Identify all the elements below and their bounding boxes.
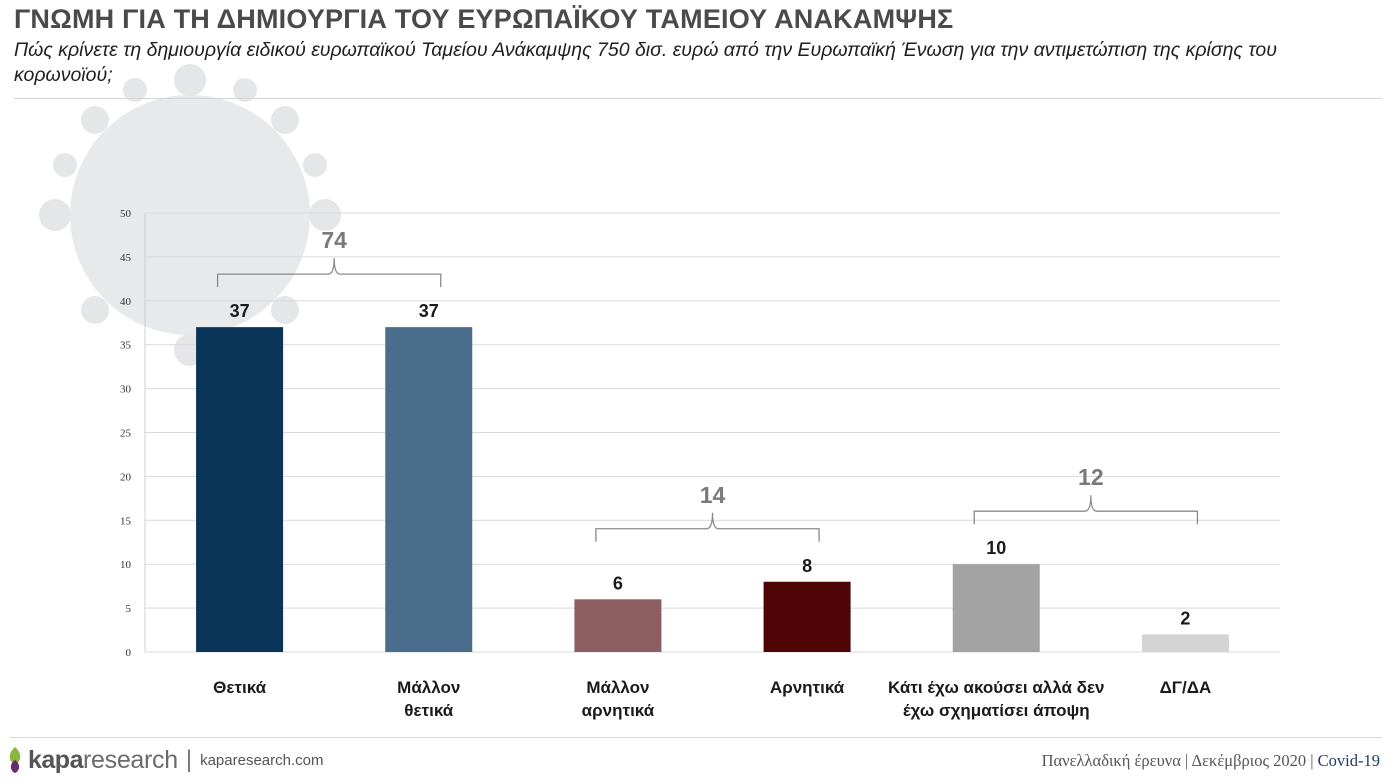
page-subtitle: Πώς κρίνετε τη δημιουργία ειδικού ευρωπα… — [14, 39, 1277, 86]
bar — [574, 599, 662, 652]
category-label: Θετικά — [213, 678, 267, 697]
category-label: Κάτι έχω ακούσει αλλά δεν — [888, 678, 1105, 697]
data-label: 37 — [230, 301, 250, 321]
group-total-label: 74 — [321, 227, 347, 253]
data-label: 8 — [802, 556, 812, 576]
y-tick-label: 20 — [120, 471, 132, 483]
y-tick-label: 0 — [126, 647, 132, 659]
bar — [196, 327, 284, 652]
bar — [1141, 634, 1229, 652]
logo-separator: | — [185, 746, 193, 773]
page-title: ΓΝΩΜΗ ΓΙΑ ΤΗ ΔΗΜΙΟΥΡΓΙΑ ΤΟΥ ΕΥΡΩΠΑΪΚΟΥ Τ… — [14, 4, 954, 34]
bars — [196, 327, 1229, 652]
category-label: αρνητικά — [582, 701, 655, 720]
group-total-label: 12 — [1078, 464, 1104, 490]
group-bracket — [595, 512, 820, 542]
logo-brand-bold: kapa — [28, 745, 83, 774]
y-axis: 0 5 10 15 20 25 30 35 40 45 50 — [120, 208, 146, 659]
y-tick-label: 15 — [120, 515, 132, 527]
category-label: Αρνητικά — [770, 678, 845, 697]
group-total-label: 14 — [700, 482, 726, 508]
y-tick-label: 50 — [120, 208, 132, 220]
category-label: έχω σχηματίσει άποψη — [903, 701, 1090, 720]
y-tick-label: 40 — [120, 296, 132, 308]
category-label: Μάλλον — [397, 678, 460, 697]
y-tick-label: 10 — [120, 559, 132, 571]
group-bracket — [973, 495, 1199, 525]
bar-chart: 0 5 10 15 20 25 30 35 40 45 50 37 37 6 8 10 2 Θετικά Μάλ… — [120, 208, 1280, 720]
category-label: ΔΓ/ΔΑ — [1160, 678, 1212, 697]
grid-lines — [145, 212, 1280, 653]
data-label: 37 — [419, 301, 439, 321]
y-tick-label: 30 — [120, 384, 132, 396]
data-label: 6 — [613, 573, 623, 593]
logo-brand-light: research — [82, 745, 178, 774]
kapa-research-logo[interactable]: kapa research | kaparesearch.com — [6, 745, 324, 775]
data-label: 2 — [1180, 608, 1190, 628]
bar — [763, 581, 851, 652]
survey-description: Πανελλαδική έρευνα | Δεκέμβριος 2020 | — [1041, 751, 1318, 770]
footer-divider — [10, 737, 1382, 738]
bar — [385, 327, 473, 652]
category-label: θετικά — [404, 701, 453, 720]
website-link[interactable]: kaparesearch.com — [200, 751, 324, 769]
covid-tag: Covid-19 — [1317, 751, 1380, 770]
data-labels: 37 37 6 8 10 2 — [230, 301, 1191, 628]
y-tick-label: 45 — [120, 252, 132, 264]
group-brackets: 74 14 12 — [216, 227, 1199, 542]
category-label: Μάλλον — [586, 678, 649, 697]
group-bracket — [216, 258, 442, 288]
y-tick-label: 35 — [120, 340, 132, 352]
category-labels: Θετικά Μάλλον θετικά Μάλλον αρνητικά Αρνητικά… — [213, 678, 1211, 720]
data-label: 10 — [986, 538, 1006, 558]
y-tick-label: 5 — [126, 603, 132, 615]
bar — [952, 564, 1040, 652]
y-tick-label: 25 — [120, 428, 132, 440]
survey-info: Πανελλαδική έρευνα | Δεκέμβριος 2020 | C… — [1042, 751, 1380, 771]
logo-leaf-icon — [9, 747, 21, 773]
header-divider — [14, 98, 1382, 99]
